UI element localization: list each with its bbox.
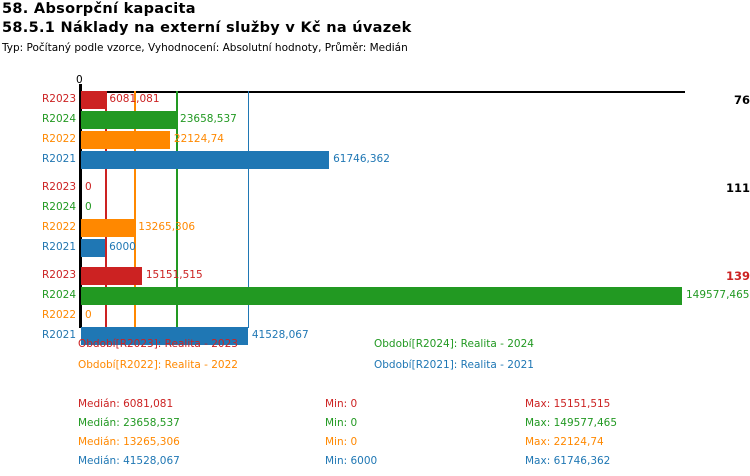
bar-value-label: 0: [85, 181, 92, 193]
chart-row: R2024 149577,465: [0, 286, 750, 306]
bar-value-label: 0: [85, 201, 92, 213]
bar-value-label: 149577,465: [686, 289, 750, 301]
bar-r2024[interactable]: [81, 111, 177, 129]
stat-max: Max: 15151,515: [525, 398, 611, 410]
row-label-r2024: R2024: [42, 289, 77, 301]
bar-r2021[interactable]: [81, 151, 330, 169]
row-label-r2024: R2024: [42, 201, 77, 213]
axis-zero-label: 0: [76, 74, 83, 86]
chart-row: R2022 0: [0, 306, 750, 326]
bar-r2021[interactable]: [81, 327, 248, 345]
row-label-r2021: R2021: [42, 153, 77, 165]
chart-row: R2021 61746,362: [0, 150, 750, 170]
bar-value-label: 13265,306: [138, 221, 196, 233]
legend-item: Období[R2021]: Realita - 2021: [374, 359, 534, 371]
row-label-r2022: R2022: [42, 221, 77, 233]
bar-value-label: 0: [85, 309, 92, 321]
axis-zero-line: [79, 84, 82, 328]
bar-value-label: 41528,067: [251, 329, 309, 341]
bar-r2023[interactable]: [81, 267, 142, 285]
chart-row: R2021 6000: [0, 238, 750, 258]
chart-row: 111 R2023 0: [0, 178, 750, 198]
row-label-r2024: R2024: [42, 113, 77, 125]
bar-value-label: 61746,362: [333, 153, 390, 165]
legend-item: Období[R2023]: Realita - 2023: [78, 338, 238, 350]
stat-median: Medián: 41528,067: [78, 455, 180, 467]
stat-max: Max: 22124,74: [525, 436, 604, 448]
bar-value-label: 23658,537: [180, 113, 237, 125]
chart-row: R2024 23658,537: [0, 110, 750, 130]
chart-row: 139 R2023 15151,515: [0, 266, 750, 286]
stat-min: Min: 6000: [325, 455, 378, 467]
median-gridline-r2024: [176, 91, 178, 328]
bar-r2023[interactable]: [81, 91, 106, 109]
bar-value-label: 6081,081: [109, 93, 160, 105]
chart-row: R2021 41528,067: [0, 326, 750, 346]
chart-subtitle: Typ: Počítaný podle vzorce, Vyhodnocení:…: [2, 42, 408, 54]
statistics-panel: Medián: 6081,081 Min: 0 Max: 15151,515 Medi…: [0, 398, 750, 476]
legend-item: Období[R2024]: Realita - 2024: [374, 338, 534, 350]
stat-median: Medián: 13265,306: [78, 436, 180, 448]
stat-max: Max: 149577,465: [525, 417, 618, 429]
row-label-r2021: R2021: [42, 329, 77, 341]
page-title: 58.5.1 Náklady na externí služby v Kč na…: [2, 20, 412, 36]
row-label-r2023: R2023: [42, 93, 77, 105]
bar-value-label: 6000: [109, 241, 136, 253]
group-number: 111: [725, 181, 750, 195]
chart-row: R2024 0: [0, 198, 750, 218]
stat-median: Medián: 6081,081: [78, 398, 174, 410]
row-label-r2022: R2022: [42, 133, 77, 145]
chart-row: R2022 13265,306: [0, 218, 750, 238]
stat-min: Min: 0: [325, 417, 358, 429]
median-gridline-r2023: [105, 91, 107, 328]
chart-row: 76 R2023 6081,081: [0, 90, 750, 110]
row-label-r2022: R2022: [42, 309, 77, 321]
bar-r2022[interactable]: [81, 219, 135, 237]
stat-min: Min: 0: [325, 398, 358, 410]
chart-row: R2022 22124,74: [0, 130, 750, 150]
stat-max: Max: 61746,362: [525, 455, 611, 467]
bar-r2022[interactable]: [81, 131, 170, 149]
row-label-r2023: R2023: [42, 181, 77, 193]
bar-value-label: 15151,515: [145, 269, 203, 281]
bar-value-label: 22124,74: [173, 133, 224, 145]
group-number: 139: [725, 269, 750, 283]
stat-min: Min: 0: [325, 436, 358, 448]
row-label-r2023: R2023: [42, 269, 77, 281]
bar-r2024[interactable]: [81, 287, 682, 305]
legend-item: Období[R2022]: Realita - 2022: [78, 359, 238, 371]
median-gridline-r2022: [134, 91, 136, 328]
bar-chart: 0 76 R2023 6081,081 R2024 23658,537 R2022 2212…: [0, 60, 750, 345]
stat-median: Medián: 23658,537: [78, 417, 180, 429]
median-gridline-r2021: [247, 91, 250, 328]
group-number: 76: [733, 93, 750, 107]
row-label-r2021: R2021: [42, 241, 77, 253]
axis-top-line: [80, 91, 685, 93]
bar-r2021[interactable]: [81, 239, 106, 257]
chart-legend: Období[R2023]: Realita - 2023 Období[R202…: [0, 338, 750, 378]
report-section-title: 58. Absorpční kapacita: [2, 1, 196, 17]
